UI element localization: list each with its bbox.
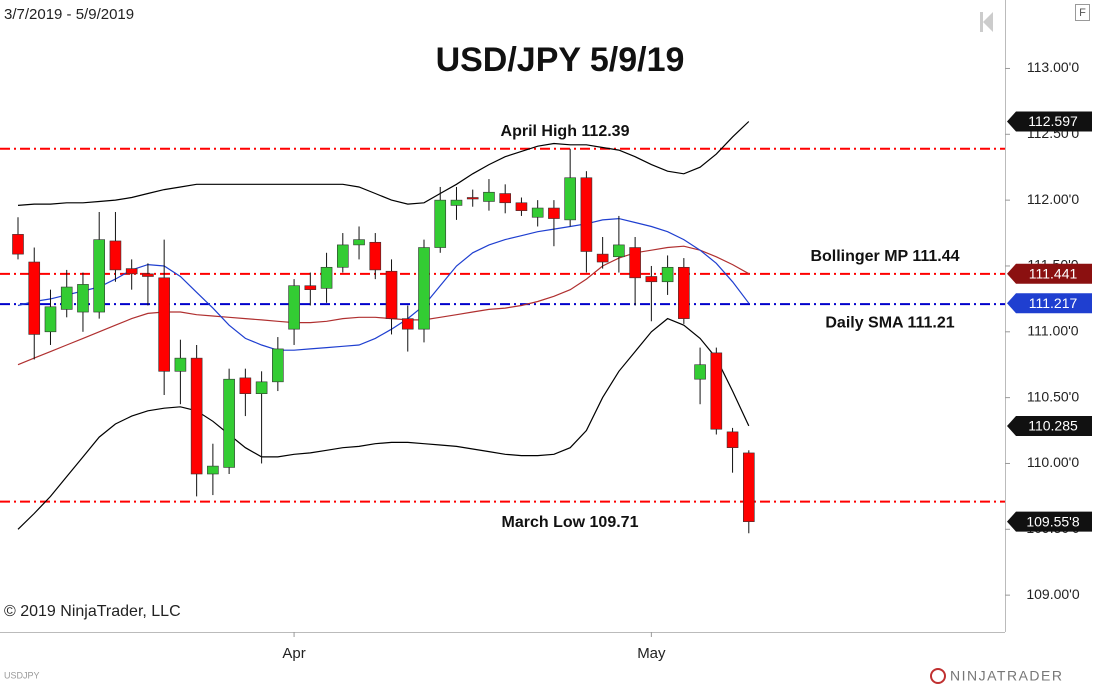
price-tag-label: 112.597: [1028, 113, 1078, 129]
candle-body: [401, 318, 414, 330]
candle-body: [564, 177, 576, 221]
price-tag-label: 109.55'8: [1026, 513, 1079, 529]
indicator-line: [17, 121, 750, 206]
settings-button-label: F: [1079, 7, 1086, 19]
price-tag: [1007, 263, 1092, 284]
candle-body: [12, 234, 24, 255]
candle-body: [450, 199, 463, 206]
candle-body: [694, 364, 706, 380]
y-tick-label: 110.50'0: [1027, 388, 1079, 404]
chart-title: USD/JPY 5/9/19: [436, 41, 685, 79]
x-tick-label: Apr: [282, 645, 305, 662]
reference-label: April High 112.39: [501, 123, 630, 140]
reference-label: Bollinger MP 111.44: [810, 248, 959, 265]
candle-body: [645, 276, 658, 283]
candle-body: [77, 284, 89, 313]
candle-body: [613, 244, 625, 258]
x-tick-label: May: [637, 645, 666, 662]
candle-body: [93, 239, 105, 313]
price-tag-label: 111.217: [1029, 295, 1078, 311]
candle-body: [466, 197, 479, 200]
brand-logo: [930, 668, 946, 684]
symbol: USDJPY: [4, 670, 40, 680]
candle-body: [726, 431, 739, 448]
price-tag-label: 110.285: [1028, 418, 1078, 434]
candle-body: [336, 244, 349, 268]
price-tag: [1007, 111, 1092, 132]
date-range: 3/7/2019 - 5/9/2019: [4, 6, 134, 23]
rewind-icon[interactable]: [980, 12, 993, 32]
candle-body: [304, 285, 317, 290]
candle-body: [710, 352, 723, 430]
candle-body: [60, 286, 73, 310]
candle-body: [483, 191, 495, 202]
candle-body: [499, 193, 512, 204]
copyright: © 2019 NinjaTrader, LLC: [4, 603, 181, 620]
candle-body: [109, 240, 122, 271]
y-tick-label: 112.00'0: [1027, 191, 1079, 207]
candle-body: [548, 207, 560, 219]
candle-body: [418, 247, 430, 330]
candle-body: [661, 266, 674, 283]
y-tick-label: 109.00'0: [1026, 586, 1079, 602]
y-tick-label: 110.00'0: [1027, 454, 1079, 470]
reference-label: March Low 109.71: [502, 514, 639, 531]
price-tag-label: 111.441: [1029, 265, 1078, 281]
candle-body: [142, 273, 154, 277]
candle-body: [190, 357, 203, 475]
candle-body: [288, 285, 300, 330]
price-tag: [1007, 415, 1092, 436]
price-tag: [1007, 293, 1092, 314]
candle-body: [369, 241, 382, 271]
candle-body: [515, 202, 528, 211]
settings-button[interactable]: [1075, 4, 1090, 21]
reference-label: Daily SMA 111.21: [825, 314, 954, 331]
indicator-line: [17, 217, 750, 351]
candle-body: [531, 207, 544, 218]
candle-body: [678, 266, 690, 319]
candle-body: [629, 247, 641, 279]
candle-body: [320, 266, 333, 289]
candle-body: [44, 306, 57, 333]
indicator-line: [17, 245, 750, 366]
brand: NINJATRADER: [950, 668, 1063, 684]
y-tick-label: 111.00'0: [1027, 323, 1078, 339]
candle-body: [596, 253, 609, 263]
candle-body: [223, 378, 235, 468]
candle-body: [28, 261, 41, 335]
indicator-line: [17, 317, 750, 530]
candle-body: [385, 270, 398, 319]
candle-body: [174, 357, 187, 372]
candle-body: [207, 465, 219, 475]
candle-body: [255, 381, 268, 394]
candle-body: [272, 348, 284, 383]
candle-body: [125, 268, 138, 275]
price-tag: [1007, 511, 1092, 532]
candle-body: [580, 177, 593, 252]
candle-body: [158, 277, 170, 372]
candle-body: [353, 239, 365, 246]
y-tick-label: 113.00'0: [1027, 59, 1079, 75]
candle-body: [434, 199, 447, 248]
candle-body: [742, 452, 755, 522]
candle-body: [239, 377, 252, 394]
